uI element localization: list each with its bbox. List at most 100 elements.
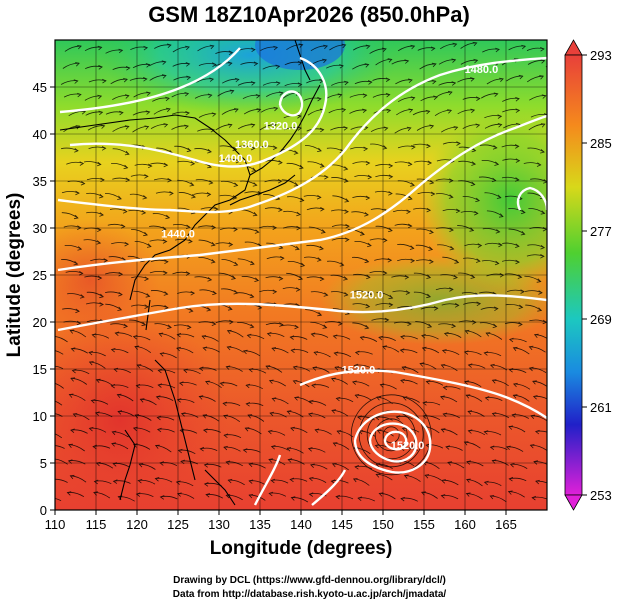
streamline-arrow (471, 161, 477, 166)
streamline-arrow (188, 238, 193, 244)
streamline-arrow (517, 274, 523, 279)
streamline-arrow (293, 150, 299, 155)
streamline-arrow (98, 193, 104, 199)
streamline-arrow (543, 179, 547, 184)
streamline-arrow (77, 92, 82, 98)
streamline-arrow (111, 430, 117, 436)
streamline-arrow (508, 476, 514, 482)
streamline (549, 272, 566, 275)
streamline-arrow (161, 60, 167, 65)
streamline-arrow (477, 243, 483, 248)
streamline-arrow (316, 194, 322, 200)
streamline-arrow (489, 445, 495, 451)
streamline-arrow (336, 430, 342, 435)
streamline-arrow (433, 95, 438, 100)
streamline-arrow (533, 460, 538, 465)
streamline-arrow (180, 412, 186, 417)
streamline (549, 228, 566, 230)
streamline-arrow (144, 276, 150, 281)
streamline-arrow (409, 245, 415, 250)
streamline-arrow (176, 398, 182, 403)
streamline-arrow (331, 463, 337, 468)
streamline-arrow (233, 182, 239, 187)
streamline-arrow (97, 45, 103, 51)
streamline-arrow (146, 91, 151, 96)
streamline-arrow (492, 323, 498, 329)
streamline-arrow (93, 479, 99, 485)
streamline-arrow (494, 161, 500, 166)
chart-title: GSM 18Z10Apr2026 (850.0hPa) (148, 2, 470, 27)
streamline-arrow (465, 394, 471, 399)
streamline-arrow (540, 244, 546, 250)
streamline-arrow (515, 108, 521, 113)
streamline-arrow (365, 44, 371, 49)
streamline-arrow (431, 62, 437, 68)
streamline-arrow (167, 178, 172, 183)
streamline-arrow (110, 348, 116, 353)
streamline-arrow (430, 191, 436, 197)
streamline-arrow (206, 192, 212, 197)
streamline (549, 46, 565, 51)
streamline-arrow (384, 317, 390, 323)
streamline-arrow (161, 226, 167, 231)
streamline-arrow (403, 474, 409, 479)
streamline-arrow (145, 63, 151, 68)
streamline-arrow (69, 474, 75, 480)
streamline-arrow (73, 214, 79, 220)
colorbar-tick-label: 261 (590, 400, 612, 415)
streamline-arrow (132, 335, 138, 340)
streamline-arrow (400, 378, 405, 384)
streamline-arrow (365, 303, 371, 309)
x-tick-label: 160 (454, 517, 476, 532)
streamline-arrow (143, 77, 148, 82)
streamline-arrow (317, 257, 322, 262)
streamline-arrow (88, 361, 94, 366)
streamline-arrow (293, 182, 299, 187)
streamline-arrow (219, 381, 225, 387)
streamline (550, 94, 567, 97)
streamline-arrow (317, 147, 322, 152)
streamline-arrow (427, 160, 433, 166)
streamline-arrow (99, 293, 104, 299)
streamline-arrow (317, 311, 323, 317)
streamline-arrow (485, 332, 491, 337)
streamline-arrow (364, 258, 370, 264)
streamline-arrow (124, 125, 130, 130)
streamline-arrow (201, 335, 207, 340)
x-tick-label: 115 (86, 517, 107, 532)
streamline-arrow (491, 177, 497, 183)
streamline-arrow (300, 262, 306, 268)
streamline-arrow (156, 427, 162, 433)
plot-area: 1320.0 1360.0 1400.0 1440.0 1480.0 1520.0 1520… (55, 40, 567, 510)
streamline-arrow (560, 197, 564, 201)
streamline-arrow (400, 496, 405, 502)
streamline-arrow (225, 365, 231, 370)
streamline-arrow (449, 246, 455, 251)
streamline-arrow (205, 493, 211, 498)
cyclone-streamline (350, 394, 432, 476)
streamline (55, 458, 68, 465)
streamline-arrow (561, 45, 565, 49)
streamline-arrow (178, 381, 184, 386)
streamline-arrow (345, 237, 350, 242)
streamline-arrow (367, 291, 373, 296)
streamline-arrow (203, 463, 209, 468)
streamline-arrow (509, 463, 515, 468)
streamline-arrow (234, 108, 239, 113)
streamline-arrow (166, 43, 172, 49)
streamline-arrow (322, 324, 328, 329)
streamline-arrow (190, 291, 196, 296)
streamline-arrow (385, 77, 391, 82)
streamline-arrow (157, 368, 163, 374)
streamline-arrow (410, 182, 415, 187)
colorbar-tick-label: 253 (590, 488, 612, 503)
contour-label: 1520.0 (391, 440, 425, 452)
streamline-arrow (289, 477, 295, 483)
streamline-arrow (159, 352, 165, 357)
streamline (547, 196, 564, 199)
credit-line-1: Drawing by DCL (https://www.gfd-dennou.o… (173, 575, 446, 586)
streamline-arrow (268, 491, 274, 497)
streamline-arrow (98, 110, 104, 116)
streamline-arrow (441, 479, 446, 484)
streamline (528, 207, 545, 214)
